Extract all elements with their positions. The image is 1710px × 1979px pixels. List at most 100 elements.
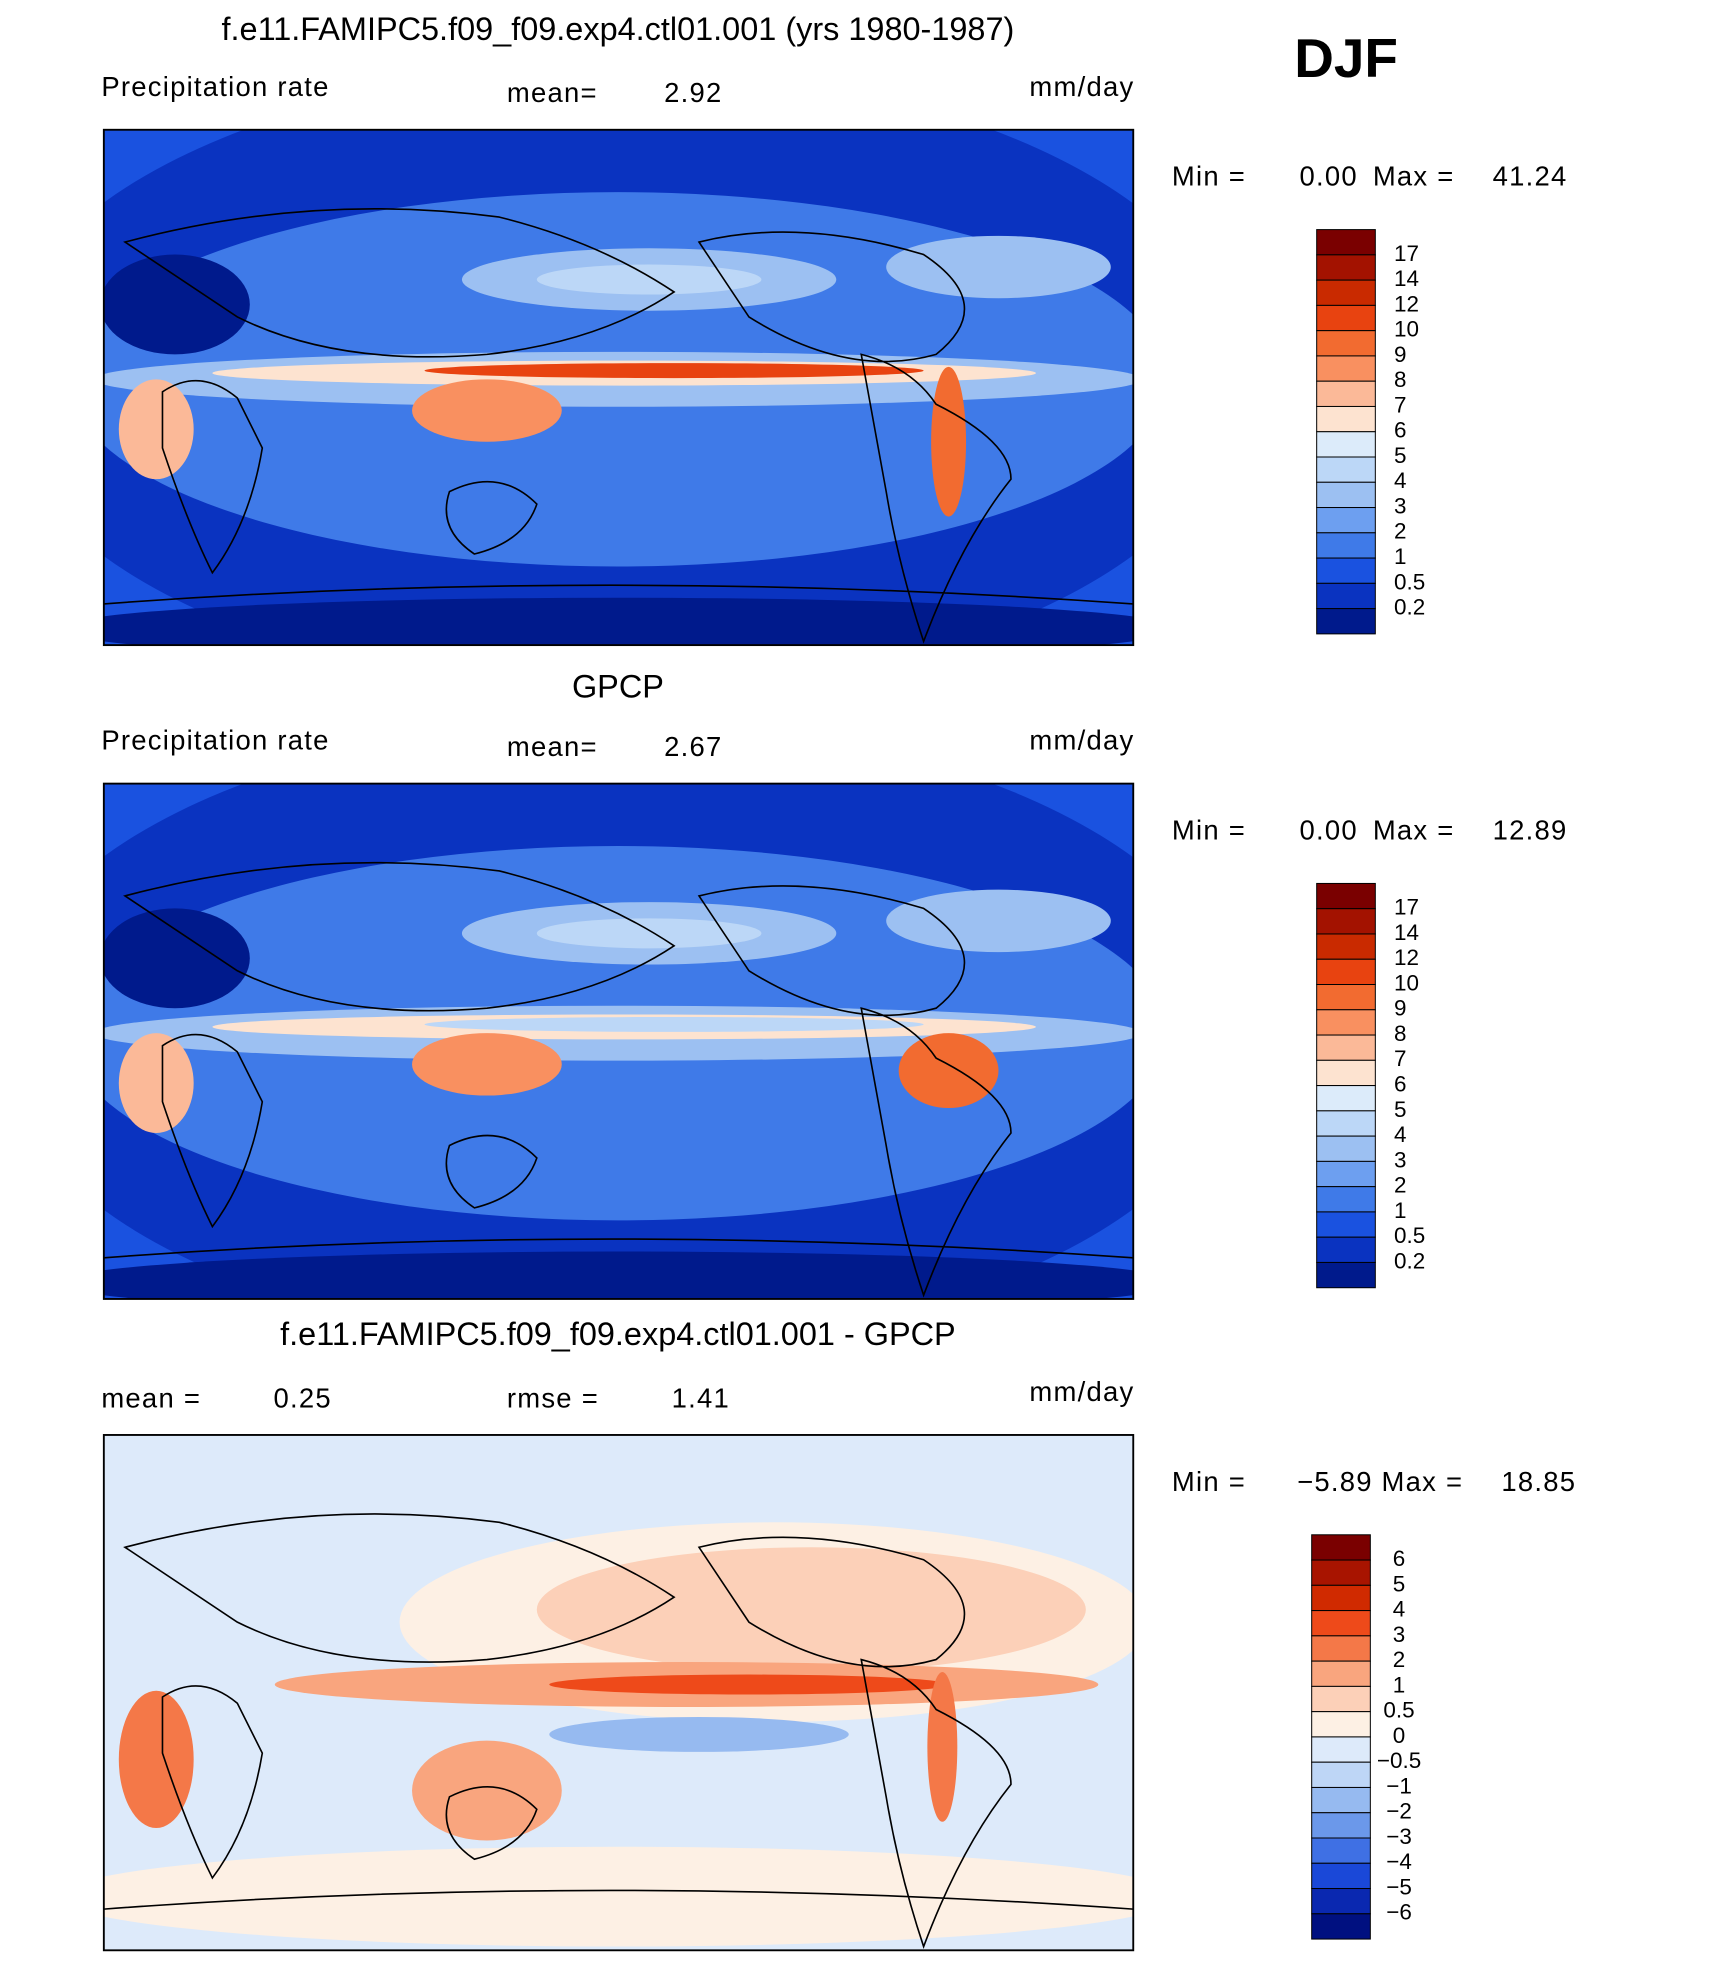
left-label: Precipitation rate [101, 71, 329, 102]
colorbar-label: 5 [1394, 443, 1407, 468]
field-blob [931, 366, 967, 517]
map [103, 129, 1134, 646]
colorbar-box [1316, 304, 1376, 332]
colorbar-label: 1 [1393, 1672, 1406, 1697]
coastline [103, 208, 1134, 644]
colorbar-label: 3 [1394, 1147, 1407, 1172]
colorbar-label: −0.5 [1377, 1748, 1421, 1773]
colorbar-label: 0.5 [1383, 1698, 1414, 1723]
colorbar-label: 5 [1394, 1097, 1407, 1122]
colorbar-box [1316, 330, 1376, 357]
left-value: 0.25 [274, 1382, 332, 1413]
colorbar-box [1316, 1059, 1376, 1087]
colorbar-box [1316, 456, 1376, 483]
colorbar-label: 10 [1394, 970, 1419, 995]
max-label: Max = [1373, 815, 1455, 846]
colorbar-label: 2 [1394, 519, 1407, 544]
colorbar-box [1311, 1761, 1371, 1788]
left-label: mean = [101, 1382, 201, 1413]
field-blob [424, 363, 924, 379]
colorbar-label: 0.2 [1394, 1248, 1425, 1273]
colorbar-label: 4 [1394, 1122, 1407, 1147]
stat-value: 2.67 [664, 731, 722, 762]
field-blob [549, 1674, 949, 1695]
colorbar-box [1311, 1635, 1371, 1662]
field-blob [103, 254, 250, 355]
colorbar-box [1316, 532, 1376, 559]
map-frame [102, 1434, 1135, 1952]
colorbar-box [1316, 279, 1376, 306]
colorbar-box [1316, 984, 1376, 1011]
min-label: Min = [1172, 161, 1246, 192]
colorbar-label: 14 [1394, 266, 1419, 291]
colorbar-label: 4 [1394, 468, 1407, 493]
field-blob [412, 1740, 562, 1841]
field-blob [886, 889, 1111, 953]
colorbar-label: 17 [1394, 241, 1419, 266]
colorbar-box [1316, 380, 1376, 407]
colorbar-label: 0 [1393, 1723, 1406, 1748]
colorbar-box [1316, 933, 1376, 960]
colorbar-box [1311, 1786, 1371, 1814]
colorbar-label: 3 [1394, 493, 1407, 518]
panel-title: f.e11.FAMIPC5.f09_f09.exp4.ctl01.001 - G… [280, 1316, 956, 1352]
colorbar-label: −6 [1386, 1900, 1412, 1925]
map [103, 1434, 1134, 1951]
colorbar-label: 7 [1394, 392, 1407, 417]
colorbar-box [1311, 1559, 1371, 1586]
colorbar-label: −3 [1386, 1824, 1412, 1849]
units: mm/day [1029, 71, 1134, 102]
colorbar-box [1316, 355, 1376, 382]
field-blob [118, 379, 194, 480]
max-value: 12.89 [1493, 815, 1568, 846]
stat-value: 1.41 [672, 1382, 730, 1413]
colorbar-box [1316, 608, 1376, 635]
min-label: Min = [1172, 1466, 1246, 1497]
colorbar-box [1316, 507, 1376, 534]
colorbar-box [1316, 1110, 1376, 1137]
colorbar-box [1316, 1186, 1376, 1213]
colorbar-box [1316, 1160, 1376, 1188]
field-blob [536, 1547, 1086, 1673]
max-value: 41.24 [1493, 161, 1568, 192]
coastline [103, 861, 1134, 1298]
min-value: 0.00 [1299, 815, 1357, 846]
colorbar-box [1316, 1135, 1376, 1162]
colorbar-box [1316, 582, 1376, 610]
colorbar-box [1316, 882, 1376, 910]
max-value: 18.85 [1501, 1466, 1576, 1497]
colorbar-box [1316, 481, 1376, 509]
colorbar-label: −4 [1386, 1849, 1412, 1874]
field-blob [536, 918, 762, 949]
colorbar-label: 6 [1394, 418, 1407, 443]
colorbar-box [1316, 254, 1376, 281]
max-label: Max = [1382, 1466, 1464, 1497]
colorbar-label: 6 [1394, 1072, 1407, 1097]
colorbar-label: 1 [1394, 1198, 1407, 1223]
colorbar-box [1316, 431, 1376, 458]
map [103, 783, 1134, 1299]
colorbar-label: 0.5 [1394, 569, 1425, 594]
field-blob [424, 1016, 924, 1032]
max-label: Max = [1373, 161, 1455, 192]
field-blob [549, 1716, 849, 1752]
colorbar-label: 12 [1394, 945, 1419, 970]
colorbar-box [1316, 1085, 1376, 1112]
colorbar-label: 1 [1394, 544, 1407, 569]
colorbar-box [1316, 1236, 1376, 1263]
field-blob [412, 379, 562, 442]
colorbar-box [1316, 405, 1376, 433]
stat-label: rmse = [507, 1382, 599, 1413]
field-blob [103, 908, 250, 1009]
field-blob [118, 1033, 194, 1133]
colorbar-label: 0.2 [1394, 595, 1425, 620]
colorbar-box [1311, 1711, 1371, 1738]
colorbar-box [1316, 958, 1376, 986]
map-frame [102, 128, 1135, 647]
colorbar-box [1311, 1534, 1371, 1561]
left-label: Precipitation rate [101, 725, 329, 756]
colorbar-label: 2 [1394, 1173, 1407, 1198]
colorbar-label: 17 [1394, 895, 1419, 920]
colorbar-label: 7 [1394, 1046, 1407, 1071]
